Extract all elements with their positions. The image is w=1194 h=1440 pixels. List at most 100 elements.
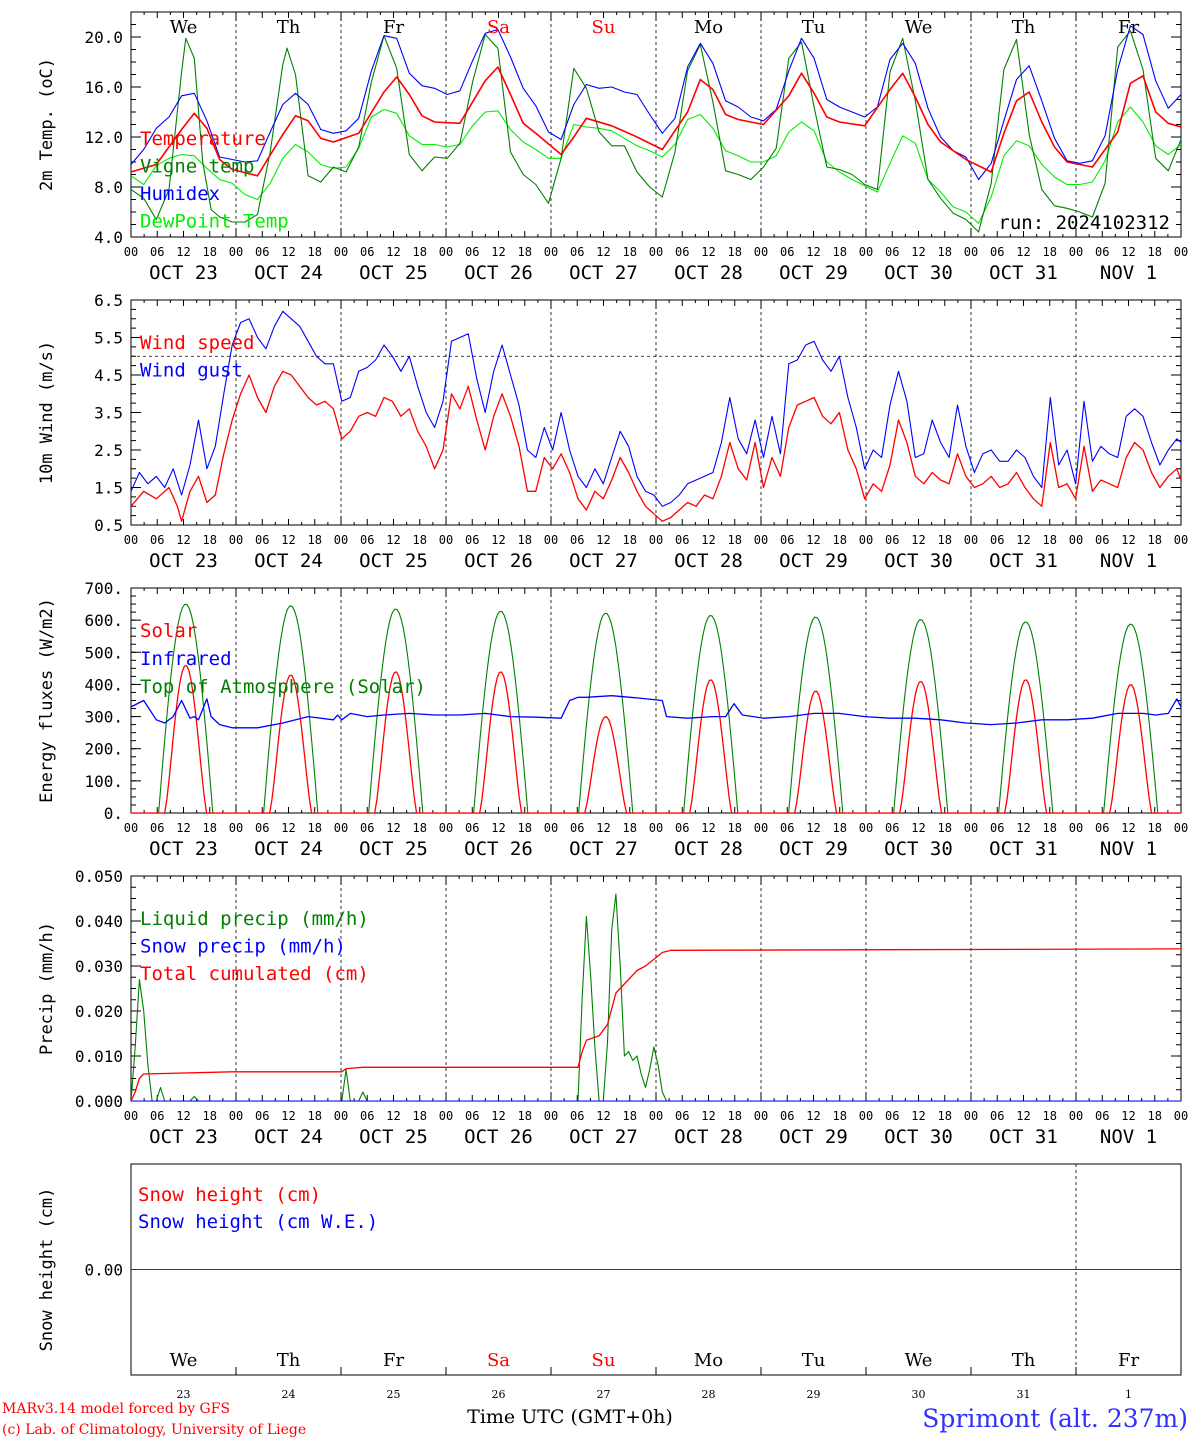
hour-tick-label: 18 <box>413 1109 427 1123</box>
hour-tick-label: 06 <box>990 245 1004 259</box>
y-tick-label: 2.5 <box>94 441 123 460</box>
hour-tick-label: 06 <box>360 821 374 835</box>
hour-tick-label: 06 <box>150 245 164 259</box>
weekday-label: Su <box>592 1350 616 1371</box>
hour-tick-label: 00 <box>229 821 243 835</box>
weekday-label: Fr <box>1118 1350 1139 1371</box>
hour-tick-label: 12 <box>596 821 610 835</box>
day-number-label: 30 <box>912 1388 926 1401</box>
y-tick-label: 0.010 <box>75 1047 123 1066</box>
day-label: OCT 30 <box>884 1126 953 1148</box>
hour-tick-label: 12 <box>701 533 715 547</box>
series-line-infrared <box>131 695 1181 729</box>
hour-tick-label: 18 <box>203 533 217 547</box>
hour-tick-label: 00 <box>964 245 978 259</box>
day-label: OCT 26 <box>464 1126 533 1148</box>
series-line-humidex <box>131 25 1181 181</box>
weekday-label: Mo <box>694 1350 723 1371</box>
hour-tick-label: 06 <box>255 245 269 259</box>
day-label: OCT 29 <box>779 838 848 860</box>
hour-tick-label: 12 <box>806 1109 820 1123</box>
hour-tick-label: 00 <box>439 821 453 835</box>
hour-tick-label: 18 <box>623 821 637 835</box>
hour-tick-label: 00 <box>649 1109 663 1123</box>
y-tick-label: 12.0 <box>84 128 123 147</box>
hour-tick-label: 06 <box>465 245 479 259</box>
hour-tick-label: 00 <box>859 821 873 835</box>
day-label: OCT 24 <box>254 550 323 572</box>
series-line-top-of-atmosphere-solar- <box>131 603 1181 813</box>
hour-tick-label: 18 <box>728 533 742 547</box>
hour-tick-label: 00 <box>229 245 243 259</box>
hour-tick-label: 00 <box>334 821 348 835</box>
y-tick-label: 4.5 <box>94 366 123 385</box>
hour-tick-label: 12 <box>806 245 820 259</box>
day-label: OCT 30 <box>884 838 953 860</box>
hour-tick-label: 18 <box>623 245 637 259</box>
hour-tick-label: 18 <box>308 1109 322 1123</box>
day-label: OCT 24 <box>254 262 323 284</box>
hour-tick-label: 00 <box>649 821 663 835</box>
day-number-label: 27 <box>597 1388 611 1401</box>
hour-tick-label: 12 <box>176 533 190 547</box>
weekday-label: We <box>905 1350 933 1371</box>
hour-tick-label: 00 <box>124 245 138 259</box>
hour-tick-label: 06 <box>255 1109 269 1123</box>
y-tick-label: 0.000 <box>75 1092 123 1111</box>
hour-tick-label: 00 <box>334 245 348 259</box>
day-number-label: 29 <box>807 1388 821 1401</box>
hour-tick-label: 12 <box>1016 821 1030 835</box>
run-annotation: run: 2024102312 <box>998 212 1170 234</box>
legend-entry: Humidex <box>140 183 220 205</box>
hour-tick-label: 18 <box>833 1109 847 1123</box>
hour-tick-label: 18 <box>833 245 847 259</box>
hour-tick-label: 00 <box>649 533 663 547</box>
hour-tick-label: 12 <box>1016 1109 1030 1123</box>
hour-tick-label: 00 <box>859 245 873 259</box>
hour-tick-label: 06 <box>990 821 1004 835</box>
hour-tick-label: 00 <box>334 1109 348 1123</box>
weekday-label: Th <box>277 1350 301 1371</box>
hour-tick-label: 18 <box>518 821 532 835</box>
hour-tick-label: 18 <box>518 533 532 547</box>
hour-tick-label: 06 <box>255 821 269 835</box>
hour-tick-label: 06 <box>675 821 689 835</box>
hour-tick-label: 06 <box>885 533 899 547</box>
weekday-label: Fr <box>383 1350 404 1371</box>
hour-tick-label: 12 <box>806 821 820 835</box>
hour-tick-label: 18 <box>1043 533 1057 547</box>
hour-tick-label: 00 <box>544 1109 558 1123</box>
hour-tick-label: 06 <box>885 821 899 835</box>
hour-tick-label: 12 <box>1121 1109 1135 1123</box>
day-label: OCT 23 <box>149 838 218 860</box>
hour-tick-label: 18 <box>308 245 322 259</box>
day-label: OCT 28 <box>674 1126 743 1148</box>
hour-tick-label: 00 <box>124 821 138 835</box>
hour-tick-label: 18 <box>1148 245 1162 259</box>
hour-tick-label: 06 <box>990 1109 1004 1123</box>
day-label: OCT 28 <box>674 550 743 572</box>
hour-tick-label: 00 <box>544 245 558 259</box>
weekday-label: Tu <box>802 1350 826 1371</box>
hour-tick-label: 18 <box>413 245 427 259</box>
hour-tick-label: 06 <box>150 533 164 547</box>
weekday-label: Sa <box>487 1350 510 1371</box>
hour-tick-label: 00 <box>229 1109 243 1123</box>
legend-entry: Infrared <box>140 648 232 670</box>
weekday-label: Th <box>1012 1350 1036 1371</box>
y-tick-label: 500. <box>84 643 123 662</box>
day-label: OCT 30 <box>884 550 953 572</box>
weekday-label: We <box>905 17 933 38</box>
y-tick-label: 1.5 <box>94 479 123 498</box>
hour-tick-label: 12 <box>596 1109 610 1123</box>
hour-tick-label: 00 <box>859 533 873 547</box>
hour-tick-label: 06 <box>675 245 689 259</box>
hour-tick-label: 12 <box>1016 245 1030 259</box>
hour-tick-label: 00 <box>1174 245 1188 259</box>
y-tick-label: 4.0 <box>94 228 123 247</box>
y-tick-label: 0.050 <box>75 867 123 886</box>
weekday-label: We <box>170 17 198 38</box>
day-number-label: 31 <box>1017 1388 1031 1401</box>
hour-tick-label: 00 <box>859 1109 873 1123</box>
